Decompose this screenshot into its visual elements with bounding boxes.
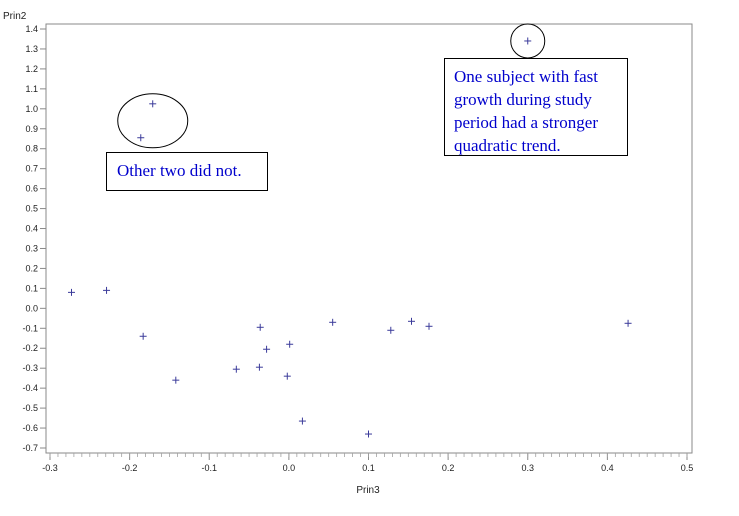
annotation-fast-growth: One subject with fast growth during stud… xyxy=(444,58,628,156)
data-point xyxy=(139,332,147,340)
data-point xyxy=(425,322,433,330)
data-point xyxy=(263,345,271,353)
data-point xyxy=(365,430,372,438)
x-tick-label: 0.3 xyxy=(521,463,534,473)
y-tick-label: 0.4 xyxy=(25,224,38,234)
y-tick-label: -0.3 xyxy=(22,363,38,373)
y-tick-label: 0.9 xyxy=(25,124,38,134)
x-tick-label: 0.1 xyxy=(362,463,375,473)
y-tick-label: 1.2 xyxy=(25,64,38,74)
y-tick-label: -0.2 xyxy=(22,343,38,353)
x-tick-label: 0.0 xyxy=(283,463,296,473)
y-tick-label: -0.1 xyxy=(22,323,38,333)
y-tick-label: 0.7 xyxy=(25,164,38,174)
x-tick-label: -0.3 xyxy=(42,463,58,473)
y-tick-label: 0.3 xyxy=(25,243,38,253)
data-point xyxy=(137,134,145,142)
y-tick-label: 0.1 xyxy=(25,283,38,293)
data-point xyxy=(149,100,157,108)
annotation-other-two-text: Other two did not. xyxy=(117,161,242,180)
x-tick-label: 0.5 xyxy=(681,463,694,473)
y-tick-label: 1.1 xyxy=(25,84,38,94)
y-tick-label: -0.5 xyxy=(22,403,38,413)
data-point xyxy=(524,37,532,45)
annotation-fast-growth-text: One subject with fast growth during stud… xyxy=(454,67,598,155)
annotation-circle xyxy=(510,23,546,59)
annotation-other-two: Other two did not. xyxy=(106,152,268,191)
data-points xyxy=(67,37,632,438)
y-axis: -0.7 -0.6 -0.5 -0.4 -0.3 -0.2 -0.1 0.0 0.1 0.2 0.3… xyxy=(22,24,46,453)
y-tick-label: 0.8 xyxy=(25,144,38,154)
data-point xyxy=(103,286,111,294)
x-tick-label: -0.1 xyxy=(201,463,217,473)
y-tick-label: 0.0 xyxy=(25,303,38,313)
data-point xyxy=(283,372,291,380)
annotation-circles xyxy=(117,23,546,149)
data-point xyxy=(624,319,632,327)
data-point xyxy=(172,376,180,384)
y-tick-label: -0.4 xyxy=(22,383,38,393)
data-point xyxy=(255,363,263,371)
annotation-circle xyxy=(117,93,189,149)
x-axis-title: Prin3 xyxy=(356,485,380,496)
y-tick-label: 0.6 xyxy=(25,184,38,194)
x-tick-label: 0.4 xyxy=(601,463,614,473)
y-tick-label: 0.2 xyxy=(25,263,38,273)
y-tick-label: -0.6 xyxy=(22,423,38,433)
data-point xyxy=(387,326,395,334)
data-point xyxy=(329,318,337,326)
data-point xyxy=(256,323,264,331)
y-tick-label: 0.5 xyxy=(25,204,38,214)
y-tick-label: 1.3 xyxy=(25,44,38,54)
data-point xyxy=(286,340,294,348)
y-axis-title: Prin2 xyxy=(3,11,27,22)
x-axis: -0.3 -0.2 -0.1 0.0 0.1 0.2 0.3 0.4 0.5 xyxy=(42,453,693,473)
x-tick-label: -0.2 xyxy=(122,463,138,473)
data-point xyxy=(407,317,415,325)
y-tick-label: 1.0 xyxy=(25,104,38,114)
data-point xyxy=(298,417,306,425)
y-tick-label: 1.4 xyxy=(25,24,38,34)
y-tick-label: -0.7 xyxy=(22,443,38,453)
x-tick-label: 0.2 xyxy=(442,463,455,473)
data-point xyxy=(67,288,75,296)
data-point xyxy=(232,365,240,373)
